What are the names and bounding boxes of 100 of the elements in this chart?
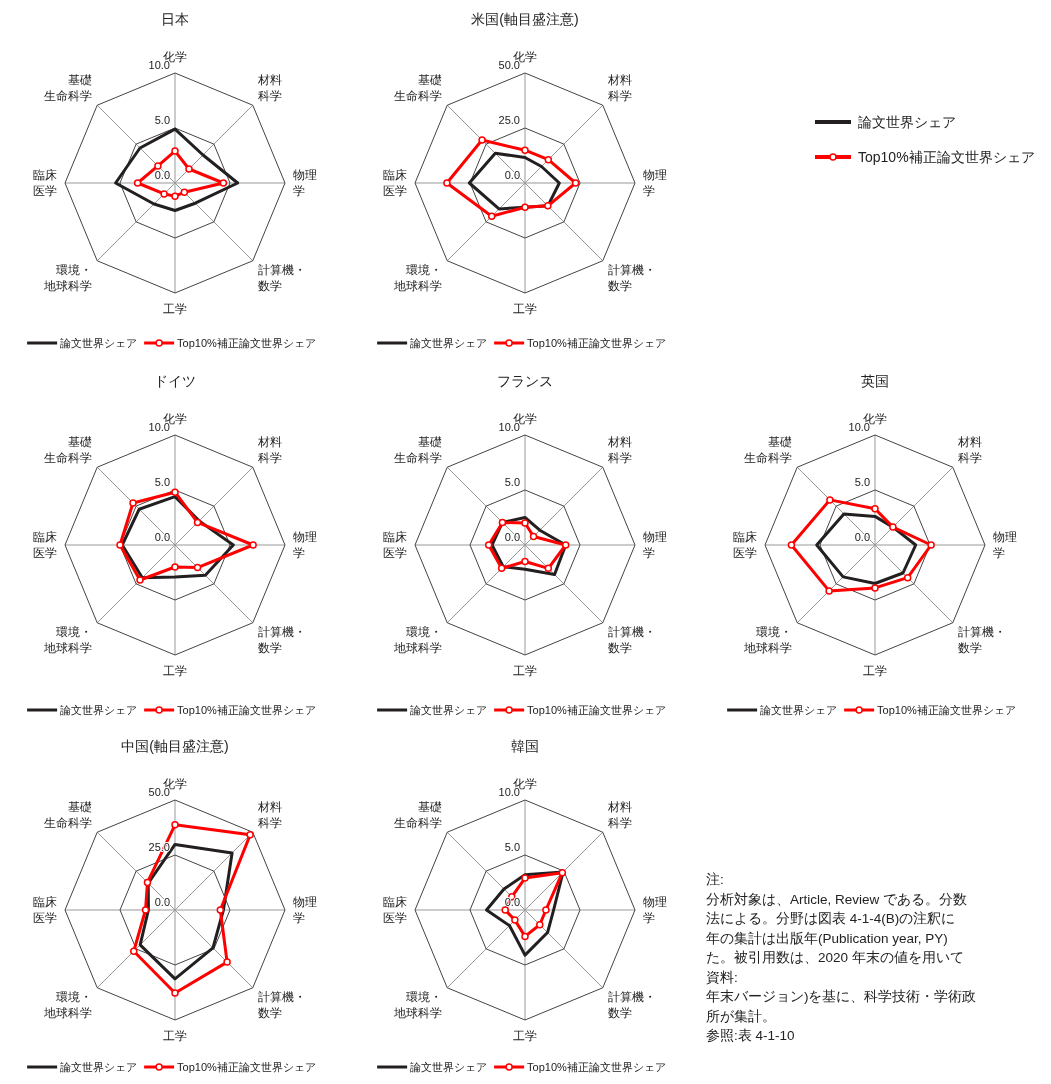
spoke-label: 臨床医学: [33, 530, 57, 560]
spoke-label: 基礎生命科学: [743, 435, 792, 466]
spoke-label: 計算機・数学: [258, 989, 307, 1020]
spoke-label: 化学: [163, 412, 187, 426]
spoke-label: 材料科学: [257, 73, 283, 104]
text: 資料:: [706, 969, 738, 985]
spoke-label: 臨床医学: [733, 530, 757, 560]
legend-label: Top10%補正論文世界シェア: [858, 149, 1035, 165]
spoke-label: 材料科学: [607, 435, 633, 466]
text: 年末バージョン)を基に、科学技術・学術政: [706, 989, 977, 1004]
spoke-label: 化学: [513, 777, 537, 791]
y-tick-label: 0.0: [154, 531, 170, 543]
y-tick-label: 5.0: [504, 476, 520, 488]
text: 分析対象は、Article, Review である。分数: [706, 891, 968, 907]
spoke-label: 基礎生命科学: [393, 800, 442, 831]
spoke-label: 臨床医学: [33, 895, 57, 925]
spoke-label: 化学: [163, 777, 187, 791]
legend-label: 論文世界シェア: [60, 337, 138, 349]
text: 年の集計は出版年(Publication year, PY): [706, 930, 948, 946]
spoke-label: 計算機・数学: [608, 989, 657, 1020]
legend-label: Top10%補正論文世界シェア: [527, 704, 666, 716]
legend-label: Top10%補正論文世界シェア: [177, 1061, 316, 1073]
spoke-label: 基礎生命科学: [43, 800, 92, 831]
spoke-label: 環境・地球科学: [392, 624, 442, 655]
chart-title: 米国(軸目盛注意): [471, 11, 579, 27]
spoke-label: 化学: [513, 412, 537, 426]
spoke-label: 臨床医学: [383, 530, 407, 560]
text: 注:: [706, 872, 724, 887]
chart-title: フランス: [497, 373, 553, 389]
text: 法による。分野は図表 4-1-4(B)の注釈に: [706, 911, 956, 926]
spoke-label: 材料科学: [607, 800, 633, 831]
spoke-label: 物理学: [643, 168, 667, 198]
text: た。被引用数は、2020 年末の値を用いて: [706, 950, 964, 965]
chart-title: ドイツ: [154, 373, 196, 389]
spoke-label: 物理学: [293, 530, 317, 560]
y-tick-label: 25.0: [498, 114, 520, 126]
legend-label: 論文世界シェア: [410, 337, 488, 349]
spoke-label: 化学: [513, 50, 537, 64]
spoke-label: 物理学: [293, 168, 317, 198]
spoke-label: 工学: [163, 302, 187, 316]
legend-label: 論文世界シェア: [410, 1061, 488, 1073]
spoke-label: 工学: [513, 1029, 537, 1043]
spoke-label: 物理学: [643, 530, 667, 560]
y-tick-label: 0.0: [854, 531, 870, 543]
y-tick-label: 5.0: [504, 841, 520, 853]
y-tick-label: 0.0: [154, 896, 170, 908]
spoke-label: 工学: [863, 664, 887, 678]
spoke-label: 基礎生命科学: [43, 435, 92, 466]
spoke-label: 化学: [163, 50, 187, 64]
spoke-label: 計算機・数学: [608, 262, 657, 293]
legend-label: 論文世界シェア: [760, 704, 838, 716]
spoke-label: 計算機・数学: [958, 624, 1007, 655]
legend-label: Top10%補正論文世界シェア: [177, 704, 316, 716]
legend-label: Top10%補正論文世界シェア: [527, 1061, 666, 1073]
spoke-label: 材料科学: [257, 435, 283, 466]
legend-label: Top10%補正論文世界シェア: [177, 337, 316, 349]
spoke-label: 環境・地球科学: [392, 262, 442, 293]
spoke-label: 物理学: [643, 895, 667, 925]
spoke-label: 環境・地球科学: [42, 989, 92, 1020]
spoke-label: 工学: [513, 302, 537, 316]
spoke-label: 工学: [163, 1029, 187, 1043]
spoke-label: 計算機・数学: [608, 624, 657, 655]
spoke-label: 工学: [513, 664, 537, 678]
y-tick-label: 0.0: [504, 169, 520, 181]
text: 参照:表 4-1-10: [706, 1028, 795, 1043]
legend-label: 論文世界シェア: [60, 704, 138, 716]
legend-label: 論文世界シェア: [60, 1061, 138, 1073]
spoke-label: 環境・地球科学: [392, 989, 442, 1020]
spoke-label: 物理学: [993, 530, 1017, 560]
legend-label: 論文世界シェア: [858, 114, 956, 130]
spoke-label: 工学: [163, 664, 187, 678]
spoke-label: 材料科学: [257, 800, 283, 831]
spoke-label: 環境・地球科学: [42, 262, 92, 293]
y-tick-label: 5.0: [154, 114, 170, 126]
spoke-label: 基礎生命科学: [393, 73, 442, 104]
spoke-label: 臨床医学: [33, 168, 57, 198]
spoke-label: 計算機・数学: [258, 624, 307, 655]
chart-title: 英国: [861, 373, 889, 389]
chart-title: 中国(軸目盛注意): [121, 738, 229, 754]
y-tick-label: 5.0: [854, 476, 870, 488]
spoke-label: 環境・地球科学: [742, 624, 792, 655]
spoke-label: 物理学: [293, 895, 317, 925]
spoke-label: 材料科学: [607, 73, 633, 104]
spoke-label: 材料科学: [957, 435, 983, 466]
chart-title: 日本: [161, 11, 189, 27]
legend-label: Top10%補正論文世界シェア: [877, 704, 1016, 716]
spoke-label: 基礎生命科学: [43, 73, 92, 104]
y-tick-label: 0.0: [154, 169, 170, 181]
text: 所が集計。: [706, 1008, 776, 1024]
chart-title: 韓国: [511, 738, 539, 754]
y-tick-label: 0.0: [504, 531, 520, 543]
legend-label: 論文世界シェア: [410, 704, 488, 716]
spoke-label: 臨床医学: [383, 168, 407, 198]
spoke-label: 基礎生命科学: [393, 435, 442, 466]
legend-label: Top10%補正論文世界シェア: [527, 337, 666, 349]
spoke-label: 化学: [863, 412, 887, 426]
spoke-label: 計算機・数学: [258, 262, 307, 293]
spoke-label: 臨床医学: [383, 895, 407, 925]
spoke-label: 環境・地球科学: [42, 624, 92, 655]
y-tick-label: 5.0: [154, 476, 170, 488]
